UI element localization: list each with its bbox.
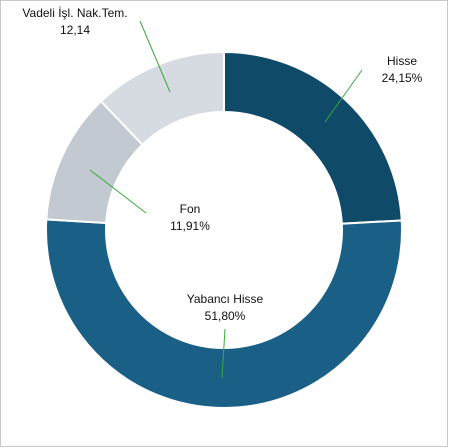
slice-value: 11,91% [170,219,210,233]
leader-line [89,169,147,214]
slice-label: Hisse [387,54,417,68]
slice-value: 51,80% [205,309,246,323]
slice [45,218,403,409]
leader-line [139,20,171,93]
slice [99,50,225,147]
leader-line [221,328,226,379]
slice-label: Fon [180,202,201,216]
slice-label: Vadeli İşl. Nak.Tem. [22,6,127,20]
slice-value: 12,14 [60,23,90,37]
slice-value: 24,15% [382,71,423,85]
slice-label: Yabancı Hisse [187,292,264,306]
leader-line [324,69,363,123]
slice [223,50,403,225]
